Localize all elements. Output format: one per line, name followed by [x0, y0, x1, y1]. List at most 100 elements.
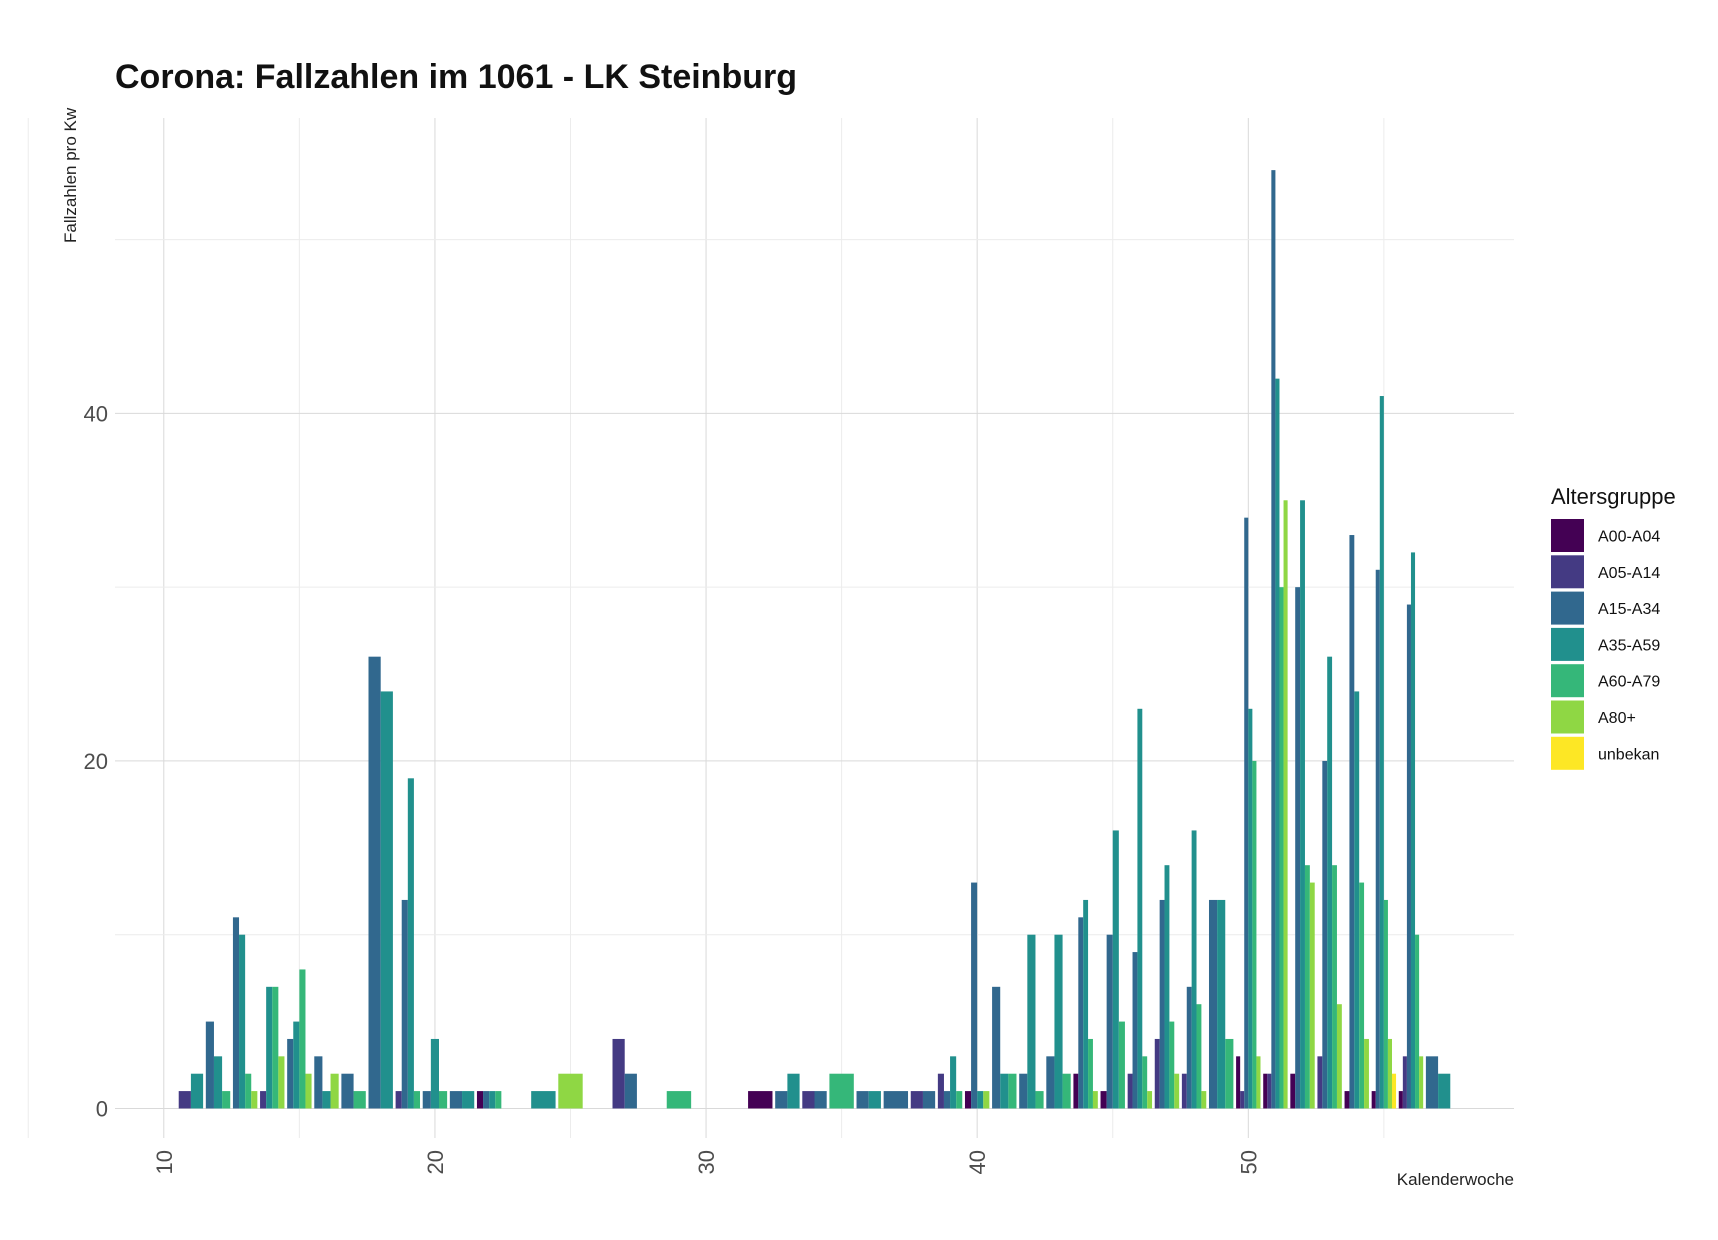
bar-kw19-a05-a14 [395, 1091, 402, 1109]
legend-title: Altersgruppe [1551, 484, 1676, 509]
y-tick-label: 20 [84, 749, 108, 774]
bar-kw13-a80+ [251, 1091, 258, 1109]
bar-kw21-a35-a59 [462, 1091, 475, 1109]
legend-label-a80+: A80+ [1598, 710, 1636, 727]
bar-kw53-a05-a14 [1317, 1056, 1323, 1109]
bar-kw48-a35-a59 [1191, 830, 1197, 1109]
bar-kw56-a15-a34 [1406, 604, 1411, 1109]
bar-kw48-a80+ [1201, 1091, 1207, 1109]
x-tick-labels: 10 20 30 40 50 [152, 1150, 1261, 1174]
bar-kw12-a35-a59 [213, 1056, 223, 1109]
bar-kw32-a00-a04 [748, 1091, 773, 1109]
x-tick-label: 50 [1236, 1150, 1261, 1174]
bar-kw39-a60-a79 [956, 1091, 963, 1109]
bar-kw14-a05-a14 [260, 1091, 267, 1109]
bar-kw21-a15-a34 [449, 1091, 463, 1109]
bar-kw45-a00-a04 [1100, 1091, 1107, 1109]
x-tick-label: 40 [965, 1150, 990, 1174]
y-tick-label: 40 [84, 401, 108, 426]
bar-kw27-a05-a14 [612, 1038, 625, 1109]
bar-kw54-a15-a34 [1349, 535, 1355, 1109]
legend-key-a15-a34 [1551, 591, 1584, 625]
bar-kw11-a05-a14 [178, 1091, 191, 1109]
bar-kw12-a15-a34 [205, 1021, 214, 1109]
chart-title: Corona: Fallzahlen im 1061 - LK Steinbur… [115, 58, 797, 96]
bar-kw22-a60-a79 [495, 1091, 502, 1109]
legend-key-a60-a79 [1551, 664, 1584, 698]
bar-kw56-a00-a04 [1398, 1091, 1403, 1109]
bar-kw41-a35-a59 [1000, 1073, 1009, 1109]
bar-kw17-a15-a34 [341, 1073, 354, 1109]
bar-kw29-a60-a79 [666, 1091, 692, 1109]
bar-kw46-a15-a34 [1132, 952, 1138, 1109]
legend-label-a35-a59: A35-A59 [1598, 637, 1660, 654]
bar-kw20-a60-a79 [438, 1091, 448, 1109]
bar-kw19-a60-a79 [413, 1091, 421, 1109]
bar-kw40-a80+ [983, 1091, 990, 1109]
bar-kw56-a60-a79 [1415, 934, 1420, 1109]
bar-kw16-a80+ [330, 1073, 339, 1109]
bar-kw39-a15-a34 [943, 1091, 951, 1109]
bar-kw46-a80+ [1147, 1091, 1153, 1109]
bar-kw51-a60-a79 [1279, 587, 1284, 1109]
bar-kw44-a80+ [1092, 1091, 1098, 1109]
bar-kw15-a35-a59 [293, 1021, 300, 1109]
bar-kw25-a80+ [558, 1073, 583, 1109]
bar-kw22-a15-a34 [483, 1091, 490, 1109]
y-tick-labels: 0 20 40 [84, 401, 108, 1121]
bar-kw55-a80+ [1387, 1038, 1392, 1109]
y-axis-label: Fallzahlen pro Kw [61, 107, 80, 243]
bar-kw14-a60-a79 [272, 986, 279, 1109]
bar-kw15-a60-a79 [299, 969, 306, 1109]
bar-kw24-a35-a59 [531, 1091, 556, 1109]
bar-kw42-a35-a59 [1027, 934, 1036, 1109]
bar-kw40-a15-a34 [971, 882, 978, 1109]
bar-kw43-a15-a34 [1046, 1056, 1055, 1109]
grid-lines [27, 118, 1514, 1138]
bar-kw55-a60-a79 [1383, 899, 1388, 1109]
bar-kw51-a80+ [1283, 500, 1288, 1109]
bar-kw51-a00-a04 [1263, 1073, 1268, 1109]
bar-kw55-a35-a59 [1379, 396, 1384, 1109]
bar-kw50-a15-a34 [1244, 517, 1249, 1109]
bar-kw14-a35-a59 [266, 986, 273, 1109]
bar-kw52-a35-a59 [1300, 500, 1305, 1109]
y-tick-label: 0 [96, 1096, 108, 1121]
legend-key-a05-a14 [1551, 555, 1584, 589]
bar-kw39-a05-a14 [937, 1073, 944, 1109]
bar-kw41-a60-a79 [1008, 1073, 1017, 1109]
legend-key-a35-a59 [1551, 627, 1584, 661]
bar-kw50-a60-a79 [1252, 760, 1257, 1109]
bar-kw54-a35-a59 [1354, 691, 1360, 1109]
bar-kw36-a35-a59 [868, 1091, 881, 1109]
bar-kw42-a15-a34 [1019, 1073, 1028, 1109]
x-tick-label: 30 [694, 1150, 719, 1174]
legend-label-unbekan: unbekan [1598, 746, 1659, 763]
bar-kw47-a60-a79 [1169, 1021, 1175, 1109]
bar-kw50-a80+ [1256, 1056, 1261, 1109]
bar-kw20-a35-a59 [430, 1038, 439, 1109]
bar-kw41-a15-a34 [992, 986, 1001, 1109]
bar-kw45-a35-a59 [1112, 830, 1119, 1109]
bar-kw34-a05-a14 [802, 1091, 815, 1109]
bar-kw49-a35-a59 [1217, 899, 1226, 1109]
bar-kw47-a15-a34 [1159, 899, 1165, 1109]
bar-kw49-a60-a79 [1225, 1038, 1234, 1109]
bar-kw52-a60-a79 [1304, 865, 1310, 1109]
bar-kw16-a15-a34 [314, 1056, 323, 1109]
bar-kw20-a15-a34 [422, 1091, 431, 1109]
bar-kw14-a80+ [278, 1056, 285, 1109]
bar-kw19-a35-a59 [407, 778, 414, 1109]
bar-kw44-a60-a79 [1088, 1038, 1093, 1109]
bar-kw57-a35-a59 [1438, 1073, 1451, 1109]
bar-kw47-a80+ [1174, 1073, 1180, 1109]
bar-kw39-a35-a59 [950, 1056, 957, 1109]
bar-kw53-a60-a79 [1332, 865, 1337, 1109]
bar-kw13-a15-a34 [232, 917, 240, 1109]
bar-kw38-a15-a34 [922, 1091, 936, 1109]
legend-label-a05-a14: A05-A14 [1598, 565, 1660, 582]
legend: Altersgruppe A00-A04 A05-A14 A15-A34 A35-A5… [1551, 484, 1676, 770]
bar-kw51-a35-a59 [1275, 378, 1280, 1109]
bar-kw40-a35-a59 [977, 1091, 984, 1109]
bar-kw56-a05-a14 [1402, 1056, 1407, 1109]
